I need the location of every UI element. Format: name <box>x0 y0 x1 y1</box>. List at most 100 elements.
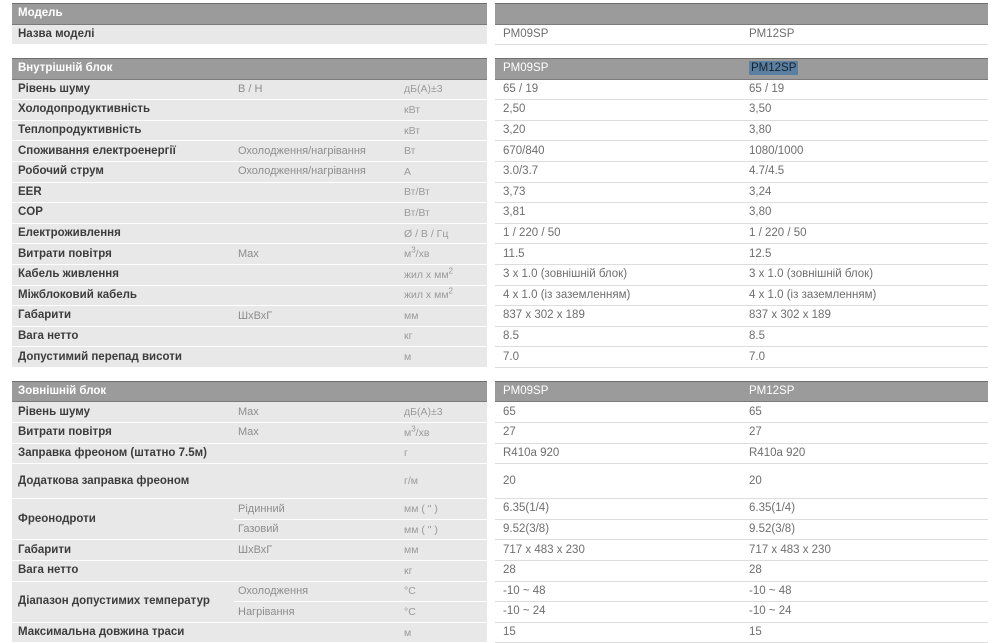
row-value-v2: -10 ~ 48 <box>741 581 988 603</box>
row-value-v2: 1 / 220 / 50 <box>741 223 988 245</box>
section-header-gap <box>487 58 495 80</box>
row-value-v2: 717 x 483 x 230 <box>741 539 988 561</box>
table-row: Назва моделі PM09SP PM12SP <box>12 24 988 46</box>
row-value-v1: 20 <box>495 463 741 500</box>
row-parameter-label: Електроживлення <box>12 223 234 245</box>
row-value-v1: 8.5 <box>495 326 741 348</box>
row-gap <box>487 601 495 623</box>
section-spacer <box>12 44 988 59</box>
row-sub-label <box>234 443 402 465</box>
row-unit-label: мм ( " ) <box>402 519 487 541</box>
row-sub-label <box>234 560 402 582</box>
section-header-model-v1: PM09SP <box>495 58 741 80</box>
section-header-gap <box>487 3 495 25</box>
row-parameter-label: Максимальна довжина траси <box>12 622 234 643</box>
row-value-v2: 9.52(3/8) <box>741 519 988 541</box>
row-value-v2: 6.35(1/4) <box>741 498 988 520</box>
row-sub-label: Max <box>234 243 402 265</box>
model-text: PM12SP <box>749 385 795 398</box>
row-value-v1: 11.5 <box>495 243 741 265</box>
row-value-v1: 28 <box>495 560 741 582</box>
row-parameter-label: Робочий струм <box>12 161 234 183</box>
row-sub-label <box>234 99 402 121</box>
row-value-v2: 1080/1000 <box>741 140 988 162</box>
row-sub-label <box>234 223 402 245</box>
table-row: Допустимий перепад висоти м 7.0 7.0 <box>12 346 988 368</box>
row-parameter-label: Міжблоковий кабель <box>12 285 234 307</box>
row-value-v1: 27 <box>495 422 741 444</box>
row-parameter-label: Рівень шуму <box>12 79 234 101</box>
row-unit-label: Ø / В / Гц <box>402 223 487 245</box>
row-unit-label: А <box>402 161 487 183</box>
row-unit-label: кг <box>402 326 487 348</box>
row-unit-label: м3/хв <box>402 243 487 265</box>
row-parameter-label: Габарити <box>12 305 234 327</box>
row-parameter-label: Кабель живлення <box>12 264 234 286</box>
table-row: Рівень шуму Max дБ(А)±3 65 65 <box>12 401 988 423</box>
section-header-model-v1 <box>495 3 741 25</box>
row-value-v1: -10 ~ 24 <box>495 601 741 623</box>
row-sub-label <box>234 622 402 643</box>
row-value-v2: PM12SP <box>741 24 988 46</box>
row-gap <box>487 120 495 142</box>
section-header-label: Зовнішній блок <box>12 380 487 403</box>
spacer-cell <box>12 367 988 382</box>
row-sub-label: Охолодження/нагрівання <box>234 161 402 183</box>
row-sub-label: Max <box>234 422 402 444</box>
row-value-v1: 65 / 19 <box>495 79 741 101</box>
row-gap <box>487 581 495 603</box>
row-parameter-label: Назва моделі <box>12 24 234 46</box>
row-value-v2: 3 x 1.0 (зовнішній блок) <box>741 264 988 286</box>
row-value-v2: 27 <box>741 422 988 444</box>
section-header-label: Модель <box>12 3 487 25</box>
selected-model-text[interactable]: PM12SP <box>749 61 799 76</box>
row-parameter-label: Фреонодроти <box>12 498 234 541</box>
row-parameter-label: Холодопродуктивність <box>12 99 234 121</box>
row-parameter-label: Витрати повітря <box>12 422 234 444</box>
row-unit-label: м <box>402 622 487 643</box>
row-value-v1: 65 <box>495 401 741 423</box>
row-value-v1: 3,81 <box>495 202 741 224</box>
row-unit-label <box>402 24 487 46</box>
row-value-v1: 4 x 1.0 (із заземленням) <box>495 285 741 307</box>
table-row: Вага нетто кг 28 28 <box>12 560 988 582</box>
row-gap <box>487 326 495 348</box>
row-value-v2: 3,50 <box>741 99 988 121</box>
row-unit-label: жил х мм2 <box>402 285 487 307</box>
table-row: Холодопродуктивність кВт 2,50 3,50 <box>12 99 988 121</box>
row-sub-label: Нагрівання <box>234 601 402 623</box>
row-parameter-label: Габарити <box>12 539 234 561</box>
row-value-v2: 28 <box>741 560 988 582</box>
row-value-v1: 1 / 220 / 50 <box>495 223 741 245</box>
row-unit-label: °С <box>402 601 487 623</box>
row-value-v1: 717 x 483 x 230 <box>495 539 741 561</box>
table-row: Додаткова заправка фреоном г/м 20 20 <box>12 463 988 500</box>
model-text: PM09SP <box>503 62 549 75</box>
row-gap <box>487 401 495 423</box>
row-sub-label <box>234 285 402 307</box>
row-gap <box>487 539 495 561</box>
section-header-model-v2: PM12SP <box>741 380 988 403</box>
row-gap <box>487 161 495 183</box>
table-row: Заправка фреоном (штатно 7.5м) г R410a 920… <box>12 443 988 465</box>
row-value-v1: -10 ~ 48 <box>495 581 741 603</box>
row-parameter-label: Теплопродуктивність <box>12 120 234 142</box>
row-value-v1: PM09SP <box>495 24 741 46</box>
table-row: Кабель живлення жил х мм2 3 x 1.0 (зовнішн… <box>12 264 988 286</box>
row-value-v1: 7.0 <box>495 346 741 368</box>
section-header-indoor-unit: Внутрішній блок PM09SP PM12SP <box>12 58 988 80</box>
table-row: EER Вт/Вт 3,73 3,24 <box>12 182 988 204</box>
row-value-v2: 3,80 <box>741 202 988 224</box>
row-sub-label <box>234 120 402 142</box>
row-gap <box>487 463 495 500</box>
table-row: Міжблоковий кабель жил х мм2 4 x 1.0 (із з… <box>12 285 988 307</box>
row-gap <box>487 422 495 444</box>
row-gap <box>487 443 495 465</box>
table-row: Газовий мм ( " ) 9.52(3/8) 9.52(3/8) <box>12 519 988 541</box>
row-unit-label: кг <box>402 560 487 582</box>
row-sub-label <box>234 326 402 348</box>
row-unit-label: дБ(А)±3 <box>402 401 487 423</box>
section-header-label: Внутрішній блок <box>12 58 487 80</box>
section-header-model: Модель <box>12 3 988 25</box>
